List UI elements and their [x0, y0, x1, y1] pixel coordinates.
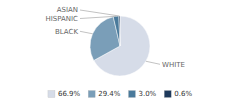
leader-line — [80, 16, 116, 18]
legend-item: 29.4% — [88, 90, 121, 98]
pie-slice — [113, 16, 120, 46]
legend-label: 0.6% — [174, 90, 192, 98]
leader-line — [146, 61, 160, 64]
legend-label: 66.9% — [58, 90, 81, 98]
slice-label: BLACK — [55, 28, 78, 36]
labels: WHITE BLACK HISPANICASIAN — [45, 6, 184, 68]
legend-swatch — [48, 91, 55, 98]
pie — [90, 16, 150, 76]
leader-line — [80, 31, 93, 33]
slice-label: WHITE — [162, 61, 185, 69]
legend: 66.9% 29.4% 3.0% 0.6% — [48, 90, 192, 98]
slice-label: HISPANIC — [45, 15, 78, 23]
legend-item: 3.0% — [128, 90, 156, 98]
pie-slice — [90, 17, 120, 61]
legend-item: 0.6% — [164, 90, 192, 98]
leader-line — [80, 10, 119, 16]
chart: WHITE BLACK HISPANICASIAN 66.9% 29.4% 3.0% 0.6… — [0, 0, 240, 100]
legend-swatch — [128, 91, 135, 98]
pie-slice — [119, 16, 120, 46]
legend-label: 3.0% — [138, 90, 156, 98]
slice-label: ASIAN — [57, 6, 78, 14]
legend-swatch — [88, 91, 95, 98]
legend-swatch — [164, 91, 171, 98]
legend-label: 29.4% — [98, 90, 121, 98]
legend-item: 66.9% — [48, 90, 81, 98]
